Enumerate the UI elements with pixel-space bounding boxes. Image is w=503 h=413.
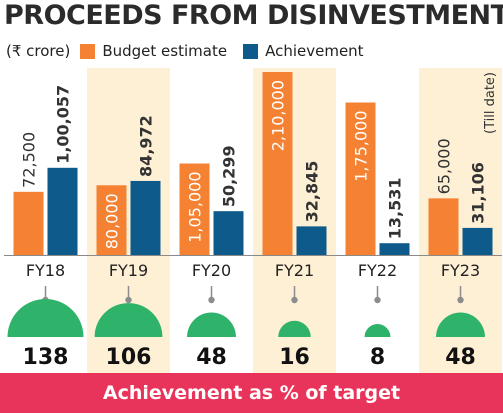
bar-budget-fy21 bbox=[262, 72, 293, 255]
category-label-fy23: FY23 bbox=[441, 261, 480, 280]
value-label-achievement-fy19: 84,972 bbox=[137, 115, 156, 177]
category-label-fy22: FY22 bbox=[358, 261, 397, 280]
bar-achievement-fy23 bbox=[462, 227, 493, 255]
value-label-budget-fy22: 1,75,000 bbox=[352, 111, 371, 182]
value-label-achievement-fy22: 13,531 bbox=[386, 177, 405, 239]
bar-budget-fy23 bbox=[428, 198, 459, 255]
legend-label-achievement: Achievement bbox=[265, 42, 364, 60]
bar-achievement-fy19 bbox=[130, 180, 161, 255]
connector-dot-fy23 bbox=[457, 296, 464, 304]
pct-semicircle-fy20 bbox=[187, 312, 236, 337]
value-label-achievement-fy23: 31,106 bbox=[469, 162, 488, 224]
bar-budget-fy19 bbox=[96, 185, 127, 255]
connector-dot-fy19 bbox=[125, 296, 132, 304]
value-label-budget-fy20: 1,05,000 bbox=[186, 172, 205, 243]
value-label-achievement-fy20: 50,299 bbox=[220, 145, 239, 207]
annotation-till-date: (Till date) bbox=[483, 72, 498, 134]
bar-achievement-fy21 bbox=[296, 226, 327, 255]
pct-semicircle-fy22 bbox=[364, 324, 391, 337]
bar-achievement-fy18 bbox=[47, 167, 78, 255]
legend-swatch-budget bbox=[80, 43, 96, 59]
category-label-fy19: FY19 bbox=[109, 261, 148, 280]
legend: (₹ crore) Budget estimate Achievement bbox=[6, 42, 380, 60]
chart-area: 72,500 1,00,057 FY18 138 80,000 84,972 FY19 106… bbox=[4, 68, 502, 373]
pct-label-fy22: 8 bbox=[370, 345, 385, 370]
bar-budget-fy20 bbox=[179, 163, 210, 255]
footer-banner: Achievement as % of target bbox=[0, 373, 503, 413]
category-label-fy20: FY20 bbox=[192, 261, 231, 280]
unit-label: (₹ crore) bbox=[6, 42, 71, 60]
connector-dot-fy22 bbox=[374, 296, 381, 304]
bar-budget-fy22 bbox=[345, 102, 376, 255]
connector-dot-fy20 bbox=[208, 296, 215, 304]
pct-label-fy20: 48 bbox=[196, 345, 227, 370]
connector-dot-fy21 bbox=[291, 296, 298, 304]
pct-label-fy19: 106 bbox=[106, 345, 152, 370]
category-label-fy18: FY18 bbox=[26, 261, 65, 280]
legend-entry-budget: Budget estimate bbox=[80, 42, 227, 60]
legend-label-budget: Budget estimate bbox=[102, 42, 228, 60]
value-label-achievement-fy18: 1,00,057 bbox=[54, 85, 73, 164]
value-label-budget-fy18: 72,500 bbox=[20, 132, 39, 188]
pct-label-fy18: 138 bbox=[23, 345, 69, 370]
pct-label-fy23: 48 bbox=[445, 345, 476, 370]
pct-label-fy21: 16 bbox=[279, 345, 310, 370]
value-label-budget-fy21: 2,10,000 bbox=[269, 80, 288, 151]
legend-entry-achievement: Achievement bbox=[243, 42, 364, 60]
pct-semicircle-fy23 bbox=[436, 312, 485, 337]
chart-title: PROCEEDS FROM DISINVESTMENT bbox=[4, 0, 503, 31]
legend-swatch-achievement bbox=[243, 43, 259, 59]
bar-achievement-fy20 bbox=[213, 211, 244, 255]
pct-semicircle-fy21 bbox=[278, 320, 311, 337]
value-label-budget-fy19: 80,000 bbox=[103, 193, 122, 249]
category-label-fy21: FY21 bbox=[275, 261, 314, 280]
value-label-budget-fy23: 65,000 bbox=[435, 138, 454, 194]
pct-semicircle-fy18 bbox=[7, 299, 84, 337]
value-label-achievement-fy21: 32,845 bbox=[303, 161, 322, 223]
bar-achievement-fy22 bbox=[379, 243, 410, 255]
bar-budget-fy18 bbox=[13, 191, 44, 255]
pct-semicircle-fy19 bbox=[94, 303, 163, 337]
